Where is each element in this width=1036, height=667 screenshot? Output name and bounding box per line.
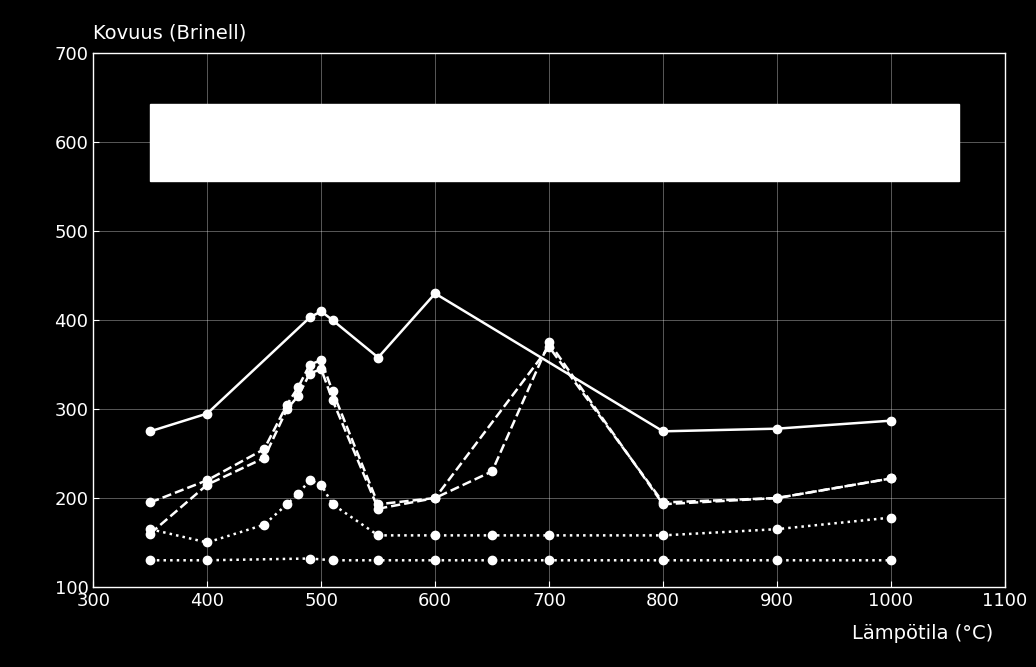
X-axis label: Lämpötila (°C): Lämpötila (°C) [853, 624, 994, 643]
Text: Kovuus (Brinell): Kovuus (Brinell) [93, 24, 247, 43]
Bar [150, 104, 959, 181]
